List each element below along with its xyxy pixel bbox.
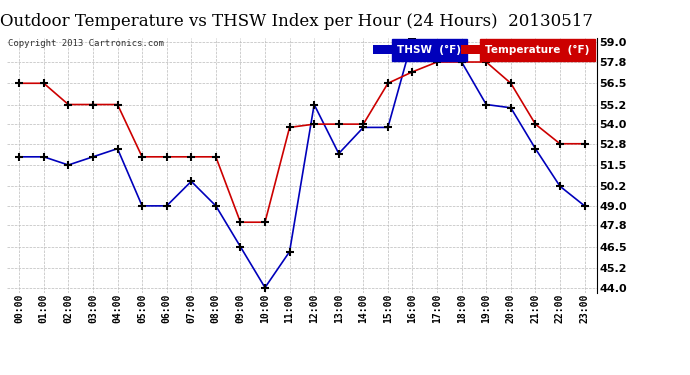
Text: Outdoor Temperature vs THSW Index per Hour (24 Hours)  20130517: Outdoor Temperature vs THSW Index per Ho…: [0, 13, 593, 30]
Text: Copyright 2013 Cartronics.com: Copyright 2013 Cartronics.com: [8, 39, 164, 48]
Legend: THSW  (°F), Temperature  (°F): THSW (°F), Temperature (°F): [371, 43, 591, 57]
